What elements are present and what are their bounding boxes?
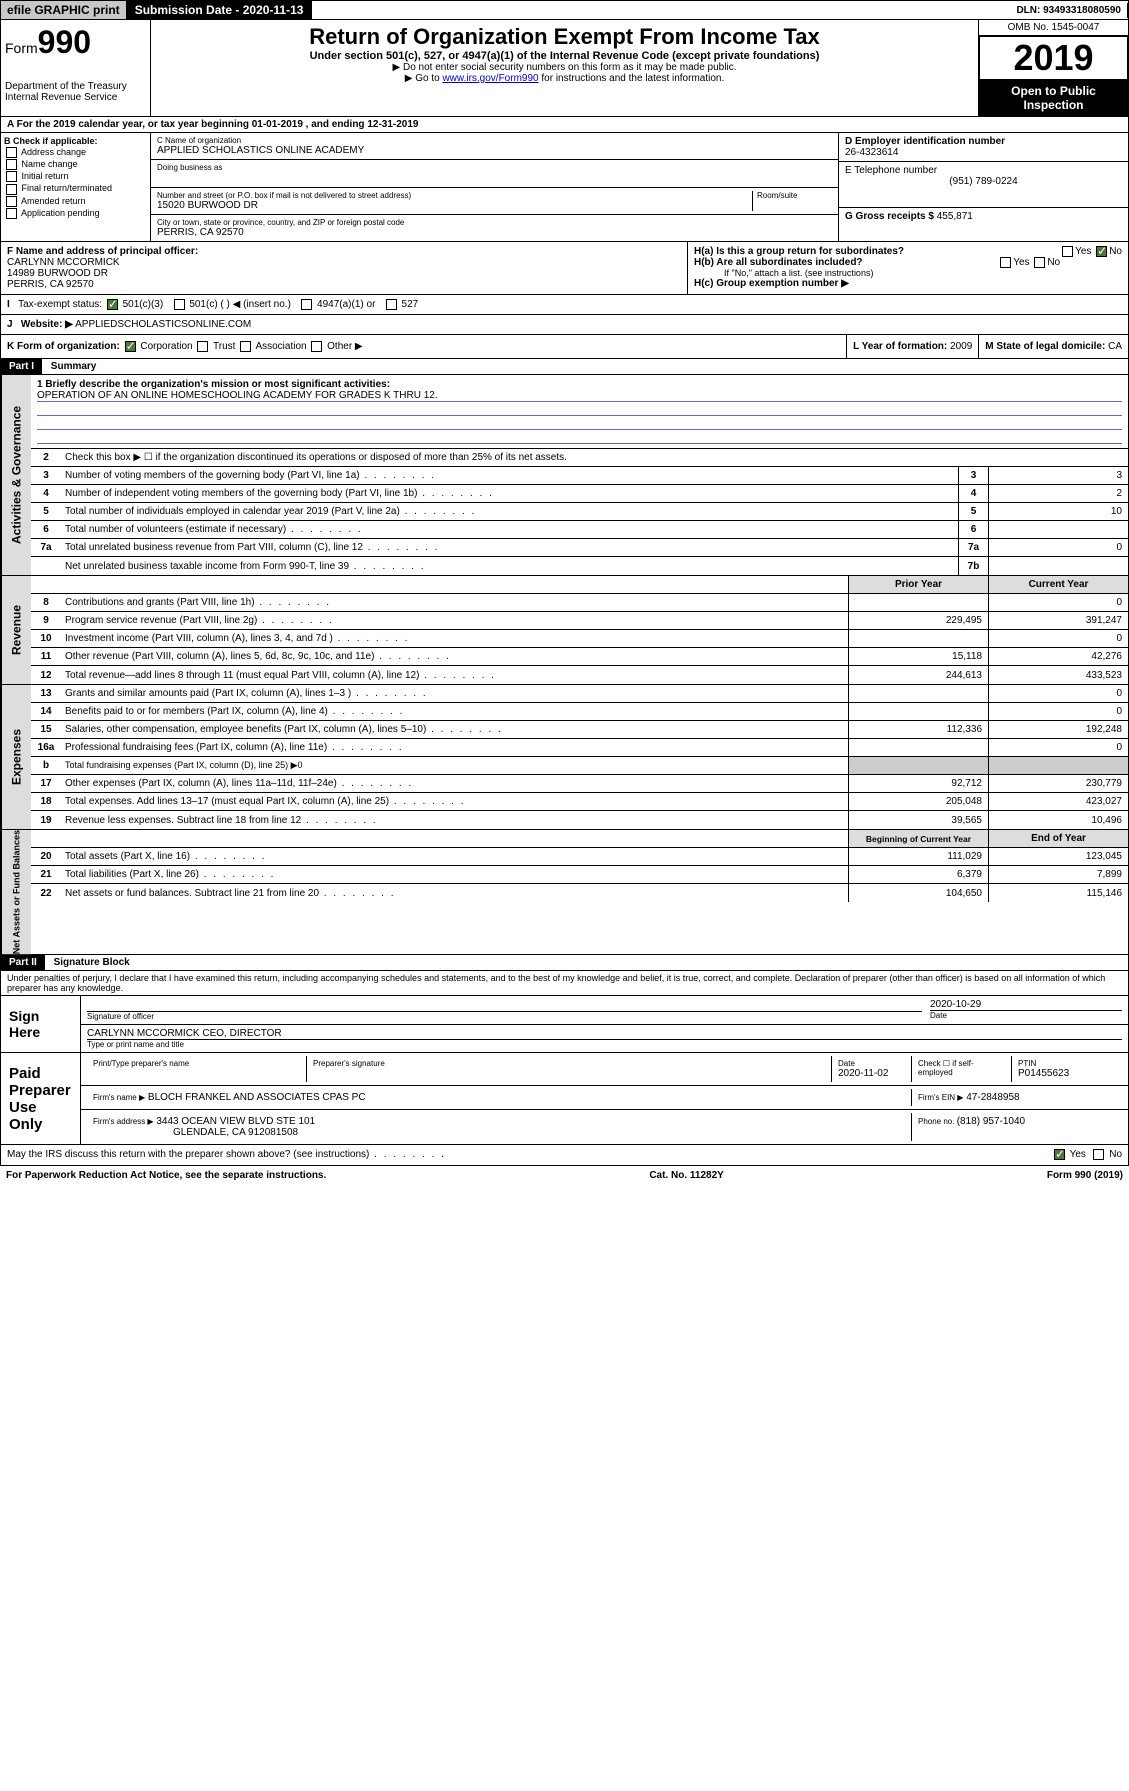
tax-year-row: A For the 2019 calendar year, or tax yea… (0, 117, 1129, 133)
row-k: K Form of organization: Corporation Trus… (0, 335, 1129, 359)
revenue-section: Revenue Prior YearCurrent Year 8Contribu… (0, 576, 1129, 685)
website-row: J Website: ▶ APPLIEDSCHOLASTICSONLINE.CO… (0, 315, 1129, 335)
part2-header: Part II (1, 955, 45, 970)
irs-link[interactable]: www.irs.gov/Form990 (442, 73, 538, 84)
form-title: Return of Organization Exempt From Incom… (155, 24, 974, 50)
dln: DLN: 93493318080590 (1010, 3, 1128, 18)
top-bar: efile GRAPHIC print Submission Date - 20… (0, 0, 1129, 20)
tax-exempt-row: I Tax-exempt status: 501(c)(3) 501(c) ( … (0, 295, 1129, 315)
part1-header: Part I (1, 359, 42, 374)
net-assets-section: Net Assets or Fund Balances Beginning of… (0, 830, 1129, 955)
sign-here-block: Sign Here Signature of officer2020-10-29… (0, 996, 1129, 1053)
submission-date: Submission Date - 2020-11-13 (127, 1, 313, 19)
discuss-row: May the IRS discuss this return with the… (0, 1145, 1129, 1165)
expenses-section: Expenses 13Grants and similar amounts pa… (0, 685, 1129, 830)
section-fh: F Name and address of principal officer:… (0, 242, 1129, 295)
efile-btn[interactable]: efile GRAPHIC print (1, 1, 127, 19)
governance-section: Activities & Governance 1 Briefly descri… (0, 375, 1129, 576)
footer: For Paperwork Reduction Act Notice, see … (0, 1166, 1129, 1185)
form-header: Form990 Department of the Treasury Inter… (0, 20, 1129, 117)
paid-preparer-block: Paid Preparer Use Only Print/Type prepar… (0, 1053, 1129, 1145)
section-bcd: B Check if applicable: Address change Na… (0, 133, 1129, 242)
